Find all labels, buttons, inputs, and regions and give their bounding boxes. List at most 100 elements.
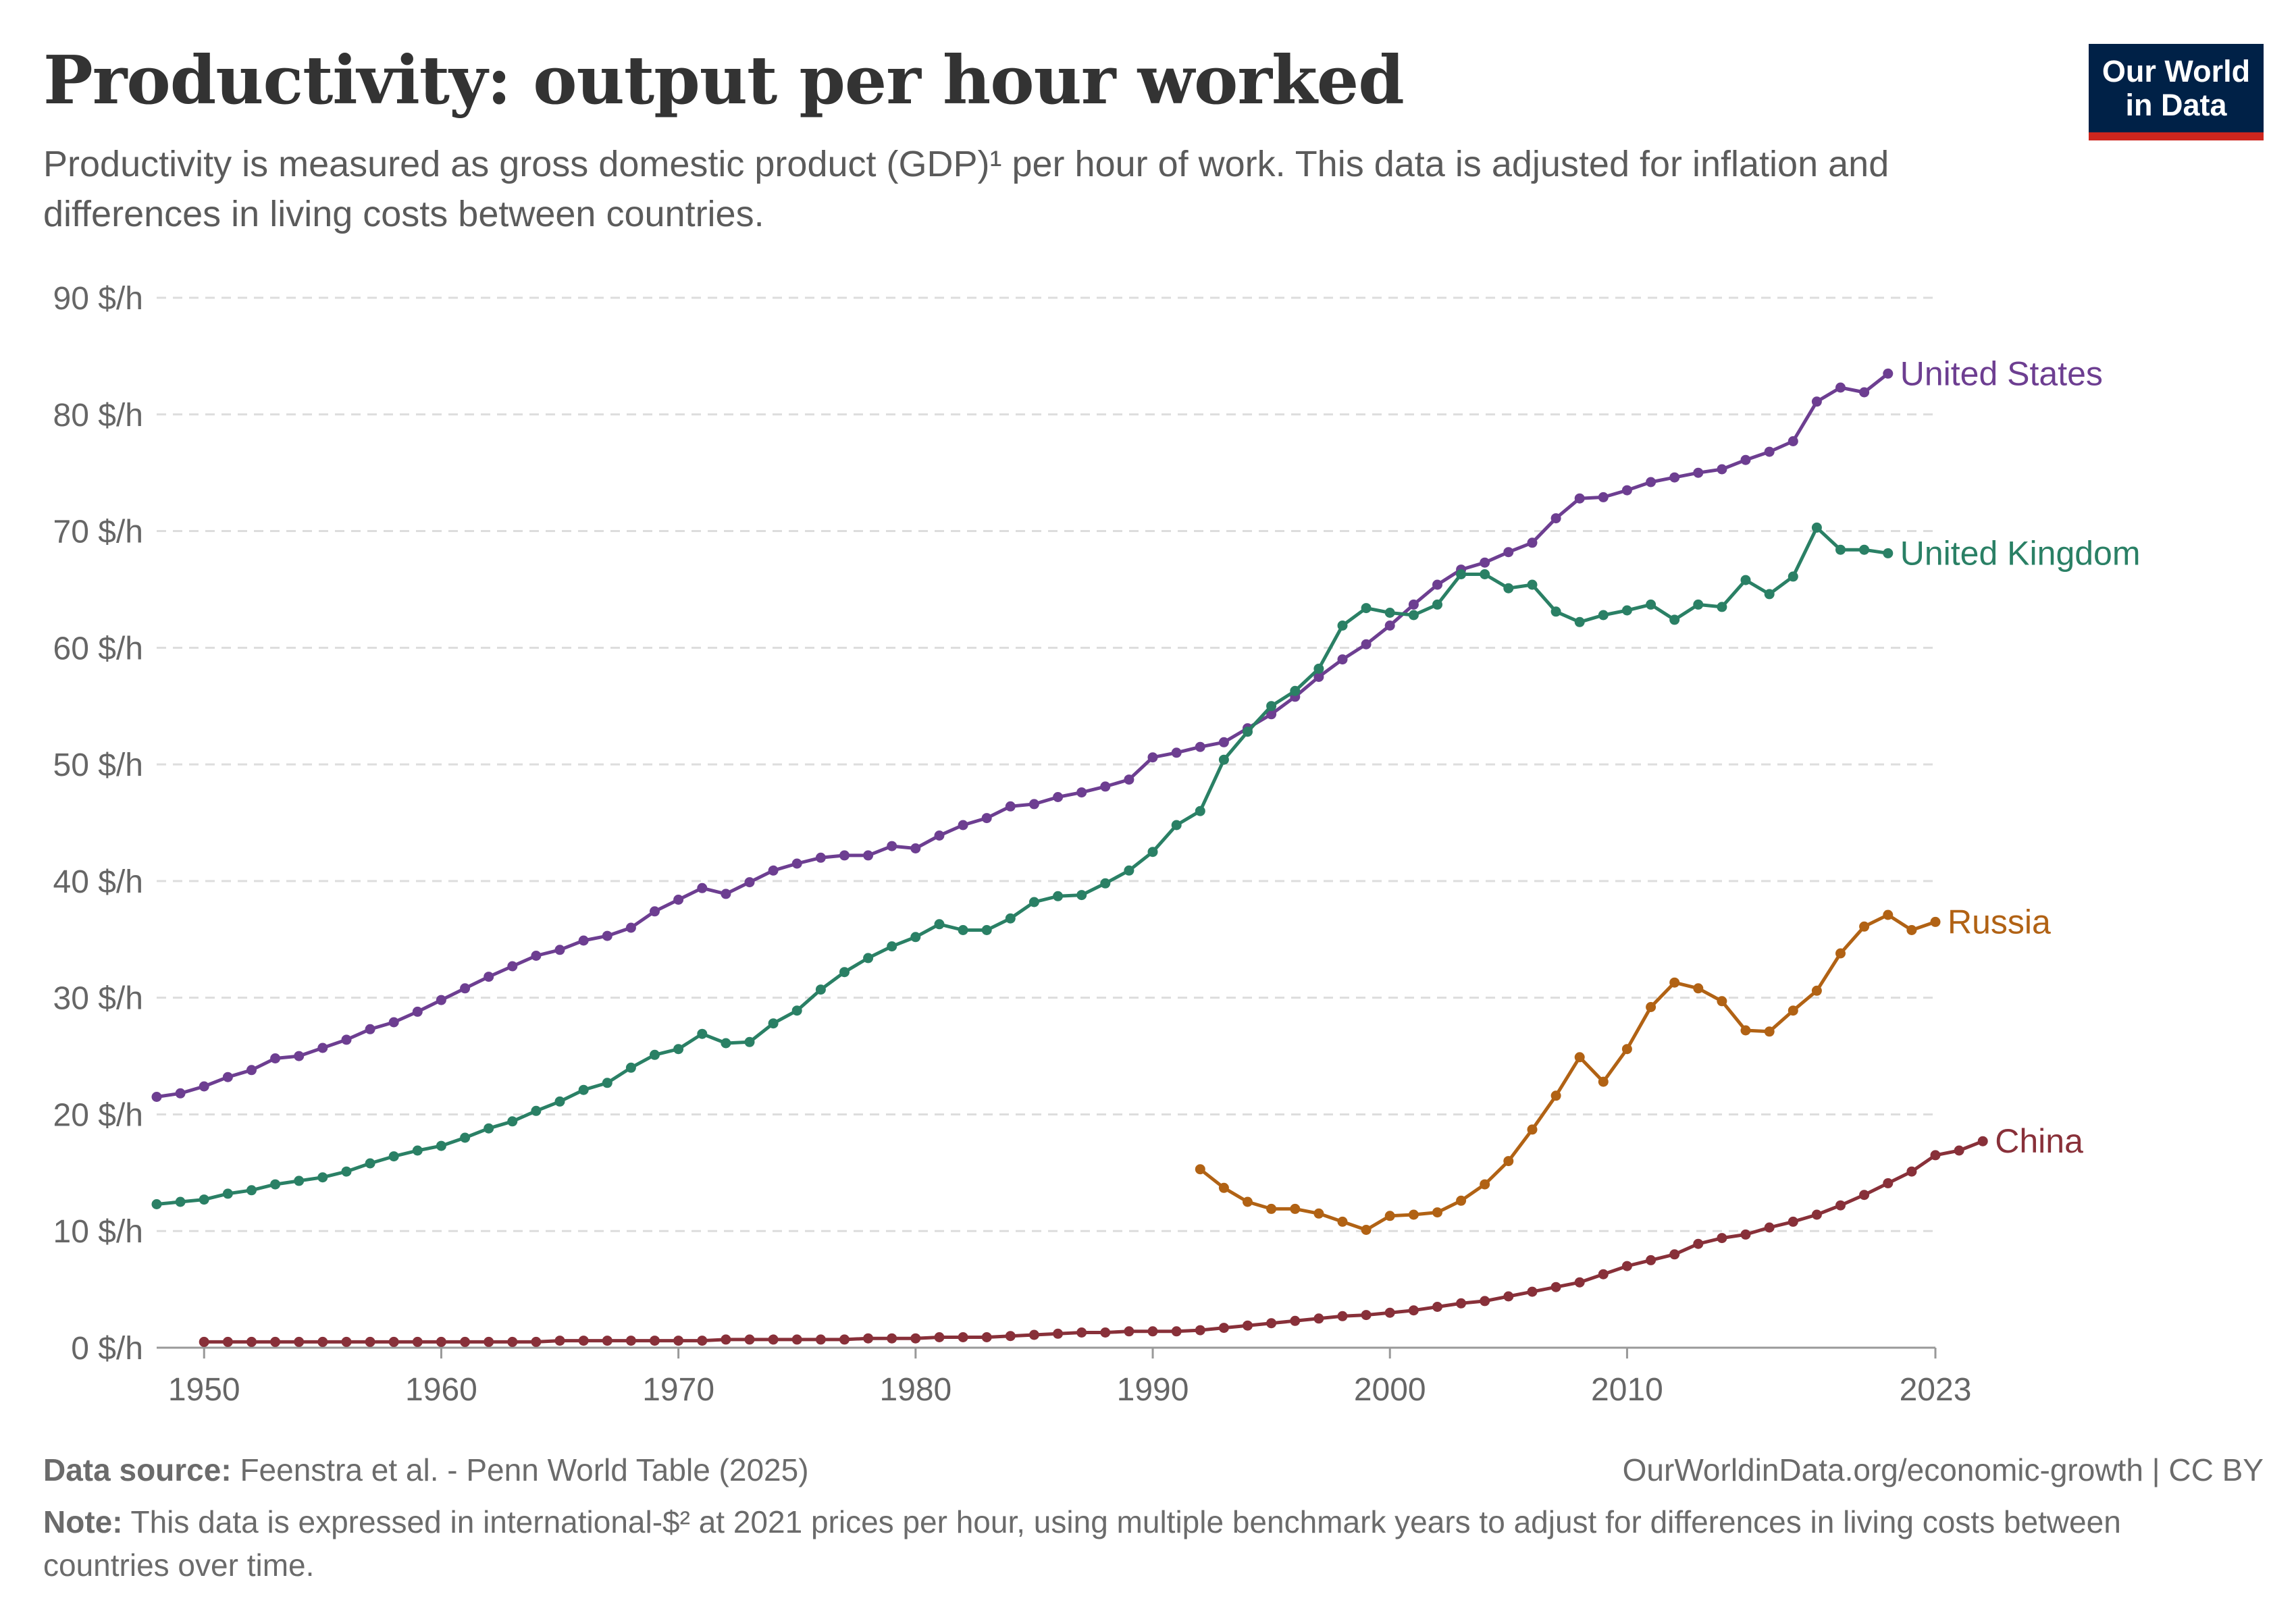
data-point-china[interactable]: [1337, 1311, 1348, 1321]
data-point-united-kingdom[interactable]: [1669, 614, 1680, 625]
data-point-united-states[interactable]: [294, 1051, 305, 1061]
data-point-united-kingdom[interactable]: [317, 1172, 328, 1183]
owid-url[interactable]: OurWorldinData.org/economic-growth | CC …: [1622, 1452, 2264, 1487]
data-point-united-kingdom[interactable]: [1811, 522, 1822, 533]
data-point-china[interactable]: [1883, 1178, 1894, 1188]
data-point-united-states[interactable]: [863, 850, 874, 861]
data-point-china[interactable]: [887, 1333, 897, 1344]
data-point-united-states[interactable]: [1646, 477, 1656, 487]
data-point-united-kingdom[interactable]: [1432, 599, 1442, 610]
data-point-united-states[interactable]: [199, 1081, 209, 1092]
data-point-united-states[interactable]: [1432, 579, 1442, 590]
data-point-china[interactable]: [1669, 1249, 1680, 1260]
data-point-china[interactable]: [1598, 1269, 1609, 1280]
data-point-china[interactable]: [602, 1336, 612, 1346]
data-point-china[interactable]: [1100, 1327, 1111, 1338]
data-point-china[interactable]: [1527, 1286, 1538, 1297]
data-point-china[interactable]: [791, 1334, 802, 1345]
data-point-united-states[interactable]: [1527, 537, 1538, 548]
data-point-china[interactable]: [317, 1336, 328, 1347]
data-point-china[interactable]: [1930, 1150, 1941, 1161]
data-point-china[interactable]: [1313, 1313, 1324, 1324]
data-point-united-kingdom[interactable]: [625, 1062, 636, 1073]
data-point-united-kingdom[interactable]: [1076, 890, 1087, 901]
data-point-united-kingdom[interactable]: [412, 1145, 423, 1156]
data-point-united-kingdom[interactable]: [365, 1158, 375, 1169]
data-point-china[interactable]: [910, 1333, 921, 1344]
data-point-china[interactable]: [1147, 1326, 1158, 1337]
data-point-united-states[interactable]: [151, 1092, 162, 1102]
data-point-united-states[interactable]: [1053, 792, 1064, 802]
data-point-china[interactable]: [1408, 1305, 1419, 1316]
data-point-russia[interactable]: [1574, 1052, 1585, 1063]
data-point-united-states[interactable]: [175, 1088, 186, 1099]
data-point-united-kingdom[interactable]: [815, 984, 826, 995]
data-point-united-states[interactable]: [1764, 446, 1775, 457]
data-point-united-kingdom[interactable]: [697, 1028, 708, 1039]
data-point-russia[interactable]: [1337, 1216, 1348, 1227]
data-point-united-kingdom[interactable]: [863, 953, 874, 964]
data-point-united-states[interactable]: [625, 922, 636, 933]
data-point-united-states[interactable]: [673, 895, 684, 905]
data-point-united-states[interactable]: [650, 906, 660, 917]
data-point-united-kingdom[interactable]: [1621, 605, 1632, 616]
data-point-united-states[interactable]: [934, 830, 945, 841]
data-point-russia[interactable]: [1621, 1044, 1632, 1055]
data-point-united-kingdom[interactable]: [1124, 865, 1134, 876]
data-point-united-kingdom[interactable]: [1053, 891, 1064, 901]
owid-logo[interactable]: Our World in Data: [2089, 44, 2264, 140]
data-point-china[interactable]: [1243, 1320, 1253, 1331]
data-point-china[interactable]: [1195, 1325, 1205, 1336]
data-point-china[interactable]: [1432, 1302, 1442, 1312]
data-point-china[interactable]: [1266, 1318, 1277, 1329]
data-point-united-states[interactable]: [1883, 368, 1894, 379]
data-point-united-states[interactable]: [1361, 639, 1372, 650]
data-point-china[interactable]: [1076, 1327, 1087, 1338]
data-point-china[interactable]: [1171, 1326, 1182, 1337]
data-point-china[interactable]: [744, 1334, 755, 1345]
data-point-united-kingdom[interactable]: [1171, 820, 1182, 830]
data-point-russia[interactable]: [1669, 977, 1680, 988]
data-point-china[interactable]: [1053, 1328, 1064, 1339]
data-source-link[interactable]: Feenstra et al. - Penn World Table (2025…: [240, 1452, 809, 1487]
data-point-united-kingdom[interactable]: [1408, 610, 1419, 621]
data-point-united-kingdom[interactable]: [1480, 569, 1490, 579]
data-point-russia[interactable]: [1313, 1208, 1324, 1219]
data-point-united-kingdom[interactable]: [1337, 621, 1348, 631]
data-point-united-kingdom[interactable]: [246, 1185, 257, 1196]
data-point-united-kingdom[interactable]: [1788, 571, 1798, 582]
data-point-united-states[interactable]: [697, 882, 708, 893]
data-point-russia[interactable]: [1859, 921, 1870, 932]
data-point-china[interactable]: [531, 1336, 542, 1347]
data-point-united-kingdom[interactable]: [1717, 602, 1727, 612]
data-point-china[interactable]: [1740, 1229, 1751, 1240]
data-point-united-kingdom[interactable]: [981, 925, 992, 935]
data-point-united-kingdom[interactable]: [934, 919, 945, 930]
data-point-china[interactable]: [1028, 1329, 1039, 1340]
data-point-united-kingdom[interactable]: [294, 1176, 305, 1186]
data-point-united-kingdom[interactable]: [958, 925, 968, 935]
data-point-united-states[interactable]: [1480, 557, 1490, 568]
data-point-united-states[interactable]: [1171, 747, 1182, 758]
data-point-russia[interactable]: [1361, 1225, 1372, 1235]
data-point-united-kingdom[interactable]: [507, 1116, 518, 1127]
data-point-united-states[interactable]: [1195, 741, 1205, 752]
data-point-russia[interactable]: [1480, 1179, 1490, 1190]
data-point-russia[interactable]: [1883, 909, 1894, 920]
data-point-united-kingdom[interactable]: [1598, 610, 1609, 621]
data-point-china[interactable]: [958, 1332, 968, 1342]
data-point-russia[interactable]: [1290, 1203, 1301, 1214]
data-point-russia[interactable]: [1432, 1207, 1442, 1218]
data-point-united-kingdom[interactable]: [1503, 583, 1514, 594]
data-point-united-states[interactable]: [815, 852, 826, 863]
data-point-united-states[interactable]: [578, 935, 589, 946]
data-point-united-states[interactable]: [1218, 737, 1229, 747]
data-point-united-states[interactable]: [1384, 621, 1395, 631]
data-point-united-states[interactable]: [1503, 547, 1514, 558]
data-point-united-kingdom[interactable]: [1361, 603, 1372, 614]
data-point-united-kingdom[interactable]: [1243, 727, 1253, 737]
data-point-china[interactable]: [578, 1336, 589, 1346]
series-line-united-kingdom[interactable]: [156, 525, 1889, 1206]
data-point-russia[interactable]: [1384, 1211, 1395, 1221]
data-point-china[interactable]: [341, 1336, 352, 1347]
